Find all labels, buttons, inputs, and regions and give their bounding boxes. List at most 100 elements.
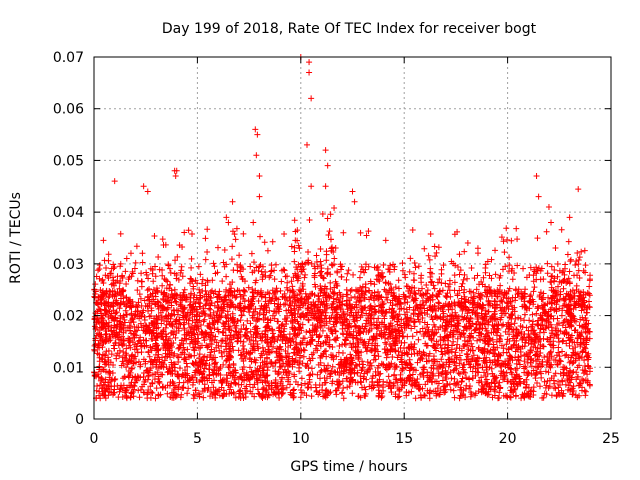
data-point-marker [205,322,212,329]
data-point-marker [145,275,152,282]
data-point-marker [318,265,325,272]
data-point-marker [389,353,396,360]
data-point-marker [496,379,503,386]
data-point-marker [457,356,464,363]
data-point-marker [456,271,463,278]
data-point-marker [552,385,559,392]
data-point-marker [367,360,374,367]
data-point-marker [327,236,334,243]
data-point-marker [105,251,112,258]
data-point-marker [506,262,513,269]
data-point-marker [382,335,389,342]
data-point-marker [132,259,139,266]
data-point-marker [248,250,255,257]
data-point-marker [113,355,120,362]
data-point-marker [222,293,229,300]
data-point-marker [281,231,288,238]
data-point-marker [414,375,421,382]
data-point-marker [296,245,303,252]
data-point-marker [584,309,591,316]
data-point-marker [134,287,141,294]
data-point-marker [264,247,271,254]
data-point-marker [167,282,174,289]
data-point-marker [578,248,585,255]
data-point-marker [230,267,237,274]
data-point-marker [404,333,411,340]
data-point-marker [371,281,378,288]
data-point-marker [344,384,351,391]
data-point-marker [415,287,422,294]
data-point-marker [560,319,567,326]
data-point-marker [298,375,305,382]
data-point-marker [210,260,217,267]
data-point-marker [451,394,458,401]
data-point-marker [282,273,289,280]
data-point-marker [148,347,155,354]
data-point-marker [455,370,462,377]
data-point-marker [196,351,203,358]
data-point-marker [181,286,188,293]
data-point-marker [502,328,509,335]
data-point-marker [111,345,118,352]
data-point-marker [582,262,589,269]
data-point-marker [460,276,467,283]
data-point-marker [185,385,192,392]
data-point-marker [240,338,247,345]
data-point-marker [168,287,175,294]
data-point-marker [277,287,284,294]
data-point-marker [482,311,489,318]
data-point-marker [164,390,171,397]
data-point-marker [461,248,468,255]
data-point-marker [351,323,358,330]
data-point-marker [108,270,115,277]
data-point-marker [327,211,334,218]
data-point-marker [172,334,179,341]
data-point-marker [566,268,573,275]
data-point-marker [295,242,302,249]
data-point-marker [146,286,153,293]
data-point-marker [383,354,390,361]
data-point-marker [517,349,524,356]
data-point-marker [411,259,418,266]
data-point-marker [235,381,242,388]
data-point-marker [552,245,559,252]
data-point-marker [191,392,198,399]
data-point-marker [553,352,560,359]
data-point-marker [257,233,264,240]
data-point-marker [280,301,287,308]
data-point-marker [356,325,363,332]
data-point-marker [387,262,394,269]
data-point-marker [308,393,315,400]
data-point-marker [552,325,559,332]
data-point-marker [540,335,547,342]
data-point-marker [445,283,452,290]
data-point-marker [474,250,481,257]
data-point-marker [450,387,457,394]
data-point-marker [497,332,504,339]
data-point-marker [544,260,551,267]
data-point-marker [390,314,397,321]
data-point-marker [517,315,524,322]
data-point-marker [204,277,211,284]
data-point-marker [288,243,295,250]
data-point-marker [562,381,569,388]
data-point-marker [167,321,174,328]
data-point-marker [202,235,209,242]
data-point-marker [95,267,102,274]
data-point-marker [510,329,517,336]
data-point-marker [585,290,592,297]
data-point-marker [462,369,469,376]
data-point-marker [407,255,414,262]
data-point-marker [92,281,99,288]
data-point-marker [406,293,413,300]
data-point-marker [139,259,146,266]
data-point-marker [317,359,324,366]
data-point-marker [220,320,227,327]
data-point-marker [297,394,304,401]
data-point-marker [382,237,389,244]
data-point-marker [349,390,356,397]
data-point-marker [375,353,382,360]
data-point-marker [329,262,336,269]
data-point-marker [565,238,572,245]
